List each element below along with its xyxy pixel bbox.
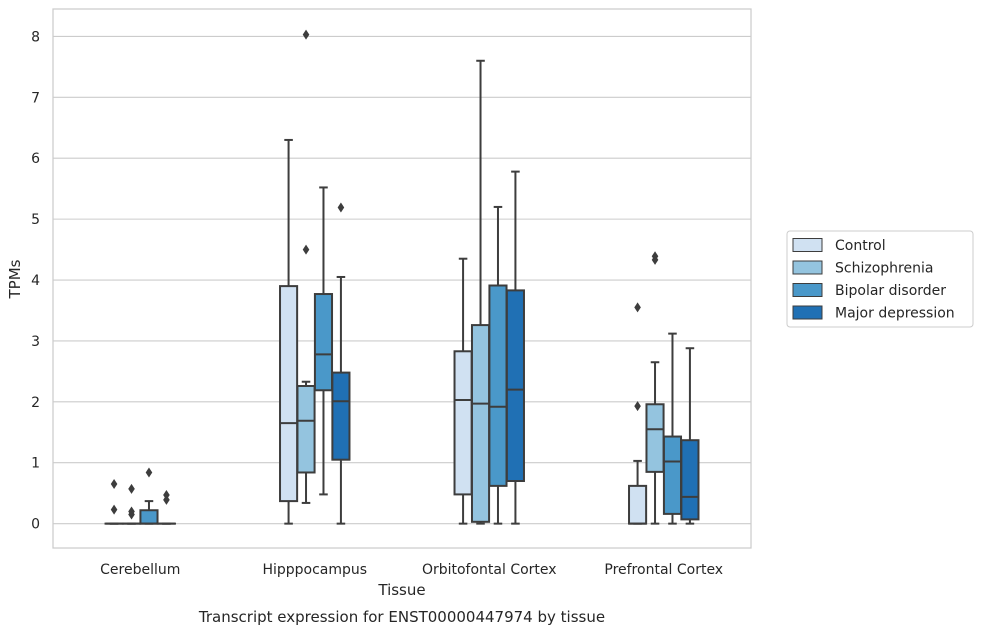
box-schizophrenia [472,61,489,524]
legend-swatch [793,284,822,297]
box-major-depression [158,490,175,524]
box-schizophrenia [297,30,314,503]
legend-label: Schizophrenia [835,261,933,277]
outlier-point [303,30,310,40]
box-body [472,325,489,522]
box-schizophrenia [646,251,663,523]
x-tick-label: Orbitofontal Cortex [422,562,557,578]
box-bipolar-disorder [489,207,506,524]
box-layer [106,30,699,524]
axis-layer: 0 1 2 3 4 5 6 7 8 Cerebellum Hipppocampus Orbitofon… [31,29,723,578]
legend: Control Schizophrenia Bipolar disorder Majo… [787,231,973,327]
y-tick-label: 3 [31,334,40,350]
legend-swatch [793,306,822,319]
outlier-point [128,484,135,494]
legend-label: Control [835,238,886,254]
box-body [646,404,663,472]
box-body [140,510,157,523]
y-tick-label: 5 [31,212,40,228]
box-major-depression [507,172,524,524]
outlier-point [303,245,310,255]
outlier-point [111,479,118,489]
x-tick-label: Hipppocampus [262,562,367,578]
box-control [629,302,646,523]
y-tick-label: 8 [31,29,40,45]
box-body [507,290,524,481]
y-tick-label: 1 [31,456,40,472]
box-major-depression [681,348,698,523]
box-schizophrenia [123,484,140,524]
outlier-point [338,203,345,213]
y-tick-label: 4 [31,273,40,289]
legend-label: Bipolar disorder [835,283,946,299]
box-body [489,286,506,486]
outlier-point [111,505,118,515]
box-control [106,479,123,524]
x-tick-label: Cerebellum [100,562,180,578]
y-tick-label: 2 [31,395,40,411]
box-body [315,294,332,390]
outlier-point [634,401,641,411]
box-body [455,351,472,494]
box-bipolar-disorder [664,334,681,524]
legend-label: Major depression [835,306,955,322]
chart-caption: Transcript expression for ENST0000044797… [198,608,605,626]
box-body [629,486,646,524]
box-major-depression [332,203,349,524]
box-bipolar-disorder [140,467,157,523]
outlier-point [634,302,641,312]
box-control [280,140,297,524]
y-tick-label: 0 [31,517,40,533]
box-body [280,286,297,501]
box-body [664,437,681,514]
x-axis-label: Tissue [377,581,425,599]
y-axis-label: TPMs [6,259,24,299]
y-tick-label: 6 [31,151,40,167]
legend-swatch [793,261,822,274]
outlier-point [146,467,153,477]
y-tick-label: 7 [31,90,40,106]
box-body [681,440,698,519]
box-bipolar-disorder [315,187,332,494]
legend-swatch [793,239,822,252]
box-control [455,259,472,524]
box-body [332,373,349,460]
x-tick-label: Prefrontal Cortex [604,562,723,578]
box-body [297,386,314,472]
